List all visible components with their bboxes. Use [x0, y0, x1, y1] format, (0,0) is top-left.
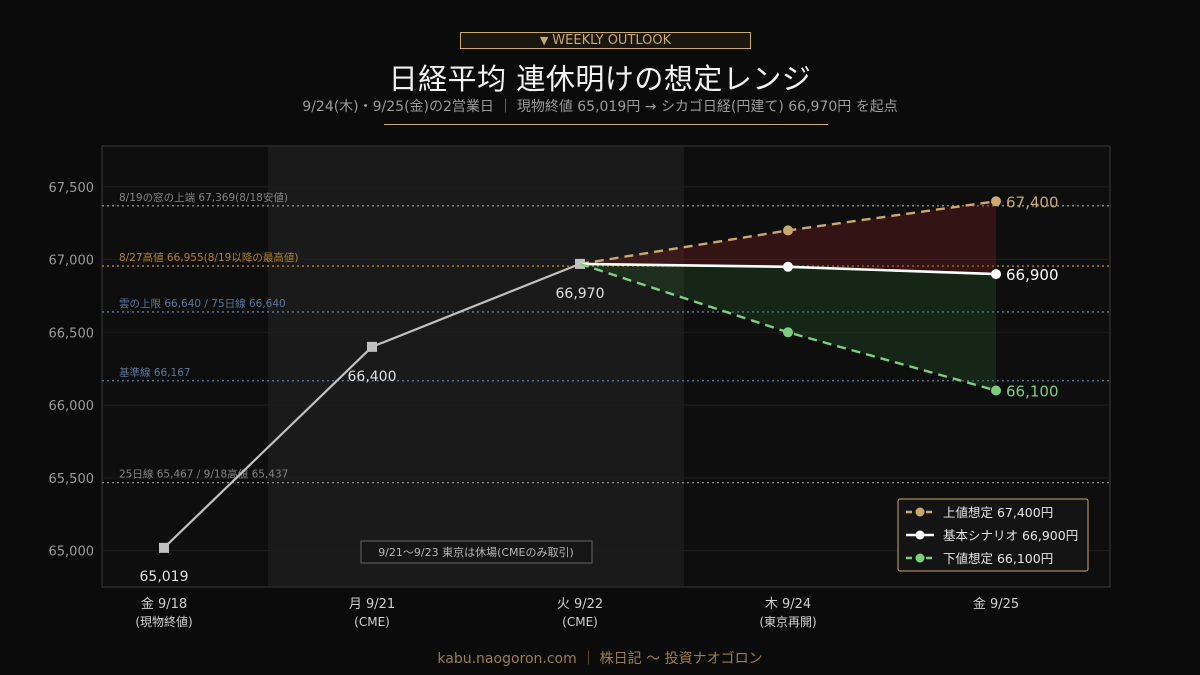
scenario-end-label-lower: 66,100	[1006, 383, 1059, 401]
legend-marker-lower	[915, 553, 925, 563]
upside-band	[580, 201, 996, 275]
history-data-label: 66,400	[348, 369, 397, 385]
x-tick-label: 金 9/18	[141, 596, 187, 612]
triangle-down-icon: ▼	[539, 34, 549, 47]
reference-line-label: 8/27高値 66,955(8/19以降の最高値)	[119, 251, 298, 264]
page-subtitle: 9/24(木)・9/25(金)の2営業日 ｜ 現物終値 65,019円 → シカ…	[302, 99, 898, 115]
holiday-shading	[268, 147, 684, 586]
reference-line-label: 雲の上限 66,640 / 75日線 66,640	[119, 297, 286, 310]
site-footer: kabu.naogoron.com ｜ 株日記 〜 投資ナオゴロン	[437, 651, 763, 667]
holiday-annotation-box	[360, 540, 593, 564]
scenario-point-lower	[783, 327, 793, 338]
y-tick-label: 65,000	[49, 545, 95, 560]
legend-marker-upper	[915, 507, 925, 517]
scenario-point-upper	[783, 225, 793, 236]
downside-band	[580, 263, 996, 391]
scenario-end-label-base: 66,900	[1006, 266, 1059, 284]
legend-label-base: 基本シナリオ 66,900円	[943, 528, 1078, 543]
scenario-point-base	[991, 269, 1001, 280]
x-tick-sublabel: (CME)	[354, 615, 390, 629]
page-title: 日経平均 連休明けの想定レンジ	[388, 62, 812, 96]
history-point	[367, 341, 377, 352]
history-data-label: 66,970	[556, 286, 605, 302]
history-point	[159, 542, 169, 553]
reference-line-label: 25日線 65,467 / 9/18高値 65,437	[119, 468, 288, 481]
legend-box	[897, 498, 1089, 572]
x-tick-sublabel: (CME)	[562, 615, 598, 629]
y-tick-label: 66,000	[49, 399, 95, 414]
y-tick-label: 65,500	[49, 472, 95, 487]
y-tick-label: 67,500	[49, 181, 95, 196]
legend-label-upper: 上値想定 67,400円	[943, 505, 1053, 520]
reference-line-label: 8/19の窓の上端 67,369(8/18安値)	[119, 191, 288, 204]
weekly-outlook-badge: ▼ WEEKLY OUTLOOK	[460, 32, 751, 49]
scenario-point-base	[783, 261, 793, 272]
holiday-annotation: 9/21〜9/23 東京は休場(CMEのみ取引)	[378, 545, 574, 559]
badge-label: WEEKLY OUTLOOK	[552, 33, 672, 48]
title-divider	[384, 124, 828, 125]
legend-label-lower: 下値想定 66,100円	[943, 551, 1053, 566]
legend-marker-base	[915, 530, 925, 540]
x-tick-label: 月 9/21	[349, 597, 395, 612]
scenario-point-lower	[991, 385, 1001, 396]
reference-line-label: 基準線 66,167	[119, 366, 191, 379]
x-tick-sublabel: (現物終値)	[135, 614, 192, 629]
scenario-end-label-upper: 67,400	[1006, 193, 1059, 211]
y-tick-label: 67,000	[49, 254, 95, 269]
y-tick-label: 66,500	[49, 326, 95, 341]
x-tick-label: 金 9/25	[973, 596, 1019, 612]
scenario-point-upper	[991, 196, 1001, 207]
history-data-label: 65,019	[140, 569, 189, 585]
x-tick-label: 木 9/24	[765, 597, 811, 612]
x-tick-sublabel: (東京再開)	[759, 615, 816, 629]
x-tick-label: 火 9/22	[557, 597, 603, 612]
